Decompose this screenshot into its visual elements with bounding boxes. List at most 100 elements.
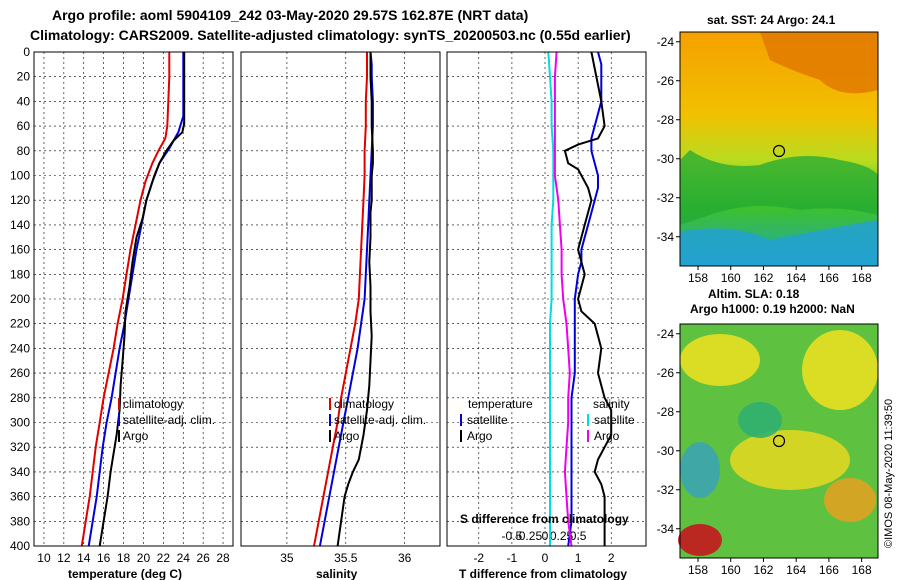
- x-top-tick-label: -0.5: [502, 529, 523, 543]
- sst-map-title: sat. SST: 24 Argo: 24.1: [707, 13, 836, 27]
- y-tick-label: 20: [17, 70, 31, 84]
- sst-green-band: [680, 150, 878, 225]
- series-line-argo: [98, 52, 186, 547]
- legend-label-satellite: satellite-adj. clim.: [123, 413, 215, 427]
- y-tick-label: 200: [10, 292, 30, 306]
- legend-label-tdiff-argo: Argo: [467, 429, 493, 443]
- legend-label-tdiff-satellite: satellite: [467, 413, 508, 427]
- map-x-tick-label: 164: [786, 271, 806, 285]
- sdiff-xlabel: S difference from climatology: [460, 512, 629, 526]
- sst-cool-patch: [680, 220, 878, 266]
- series-line-climatology: [313, 52, 368, 547]
- y-tick-label: 160: [10, 243, 30, 257]
- sst-map-axes: -24 -26 -28 -30 -32 -34 158 160 162 164 166 168: [657, 35, 872, 285]
- sst-warm-patch: [760, 32, 878, 94]
- sla-map: [678, 323, 879, 559]
- series-line-satellite-adj-clim-: [87, 52, 185, 547]
- y-tick-label: 180: [10, 267, 30, 281]
- salinity-xlabel: salinity: [316, 567, 358, 580]
- sla-map-title-line2: Argo h1000: 0.19 h2000: NaN: [690, 302, 855, 316]
- plot-border: [33, 51, 234, 547]
- map-y-tick-label: -32: [657, 191, 675, 205]
- map-y-tick-label: -30: [657, 444, 675, 458]
- map-y-tick-label: -28: [657, 405, 675, 419]
- map-y-tick-label: -34: [657, 230, 675, 244]
- legend-label-climatology: climatology: [123, 397, 183, 411]
- temperature-panel: 10 12 14 16 18 20 22 24 26 2802040608010012014016…: [10, 45, 234, 565]
- y-tick-label: 360: [10, 490, 30, 504]
- legend-label-climatology: climatology: [334, 397, 394, 411]
- x-tick-label: 35: [280, 551, 294, 565]
- series-line-argo: [336, 52, 374, 547]
- x-tick-label: 0: [542, 551, 549, 565]
- sla-blob: [738, 402, 782, 438]
- y-tick-label: 220: [10, 317, 30, 331]
- y-tick-label: 60: [17, 119, 31, 133]
- map-x-tick-label: 160: [721, 271, 741, 285]
- difference-plot-frame: [446, 51, 647, 547]
- sla-blob: [680, 442, 720, 498]
- legend-title-salinity: salinity: [593, 397, 630, 411]
- y-tick-label: 300: [10, 416, 30, 430]
- map-y-tick-label: -24: [657, 35, 675, 49]
- sla-blob: [678, 524, 722, 556]
- map-y-tick-label: -28: [657, 113, 675, 127]
- sla-blob: [802, 330, 878, 410]
- sla-argo-location-marker: [772, 434, 786, 448]
- y-tick-label: 120: [10, 193, 30, 207]
- map-y-tick-label: -26: [657, 366, 675, 380]
- y-tick-label: 0: [23, 45, 30, 59]
- x-tick-label: -1: [507, 551, 518, 565]
- plot-border: [446, 51, 647, 547]
- x-tick-label: 16: [97, 551, 111, 565]
- copyright-text: ©IMOS 08-May-2020 11:39:50: [883, 399, 895, 548]
- x-tick-label: 12: [57, 551, 71, 565]
- sst-map: [679, 31, 879, 267]
- map-y-tick-label: -32: [657, 483, 675, 497]
- map-x-tick-label: 158: [688, 563, 708, 577]
- figure-title-line2: Climatology: CARS2009. Satellite-adjuste…: [30, 27, 631, 43]
- map-x-tick-label: 168: [852, 271, 872, 285]
- legend-label-sdiff-satellite: satellite: [594, 413, 635, 427]
- y-tick-label: 100: [10, 169, 30, 183]
- map-x-tick-label: 162: [753, 563, 773, 577]
- legend-label-sdiff-argo: Argo: [594, 429, 620, 443]
- sla-blob: [730, 430, 850, 490]
- sla-map-axes: -24 -26 -28 -30 -32 -34 158 160 162 164 166 168: [657, 327, 872, 577]
- x-tick-label: 35.5: [334, 551, 358, 565]
- map-x-tick-label: 158: [688, 271, 708, 285]
- tdiff-xlabel: T difference from climatology: [459, 567, 627, 580]
- sst-argo-location-marker: [772, 144, 786, 158]
- y-tick-label: 380: [10, 514, 30, 528]
- x-tick-label: 18: [117, 551, 131, 565]
- x-top-tick-label: 0: [542, 529, 549, 543]
- map-x-tick-label: 166: [819, 271, 839, 285]
- sla-map-title-line1: Altim. SLA: 0.18: [708, 287, 800, 301]
- map-y-tick-label: -24: [657, 327, 675, 341]
- sst-map-frame: [679, 31, 879, 267]
- x-top-tick-label: 0.25: [550, 529, 574, 543]
- difference-legend: temperature satellite Argo salinity sate…: [460, 397, 635, 443]
- x-tick-label: 28: [216, 551, 230, 565]
- x-tick-label: 2: [608, 551, 615, 565]
- sla-map-frame: [679, 323, 879, 559]
- map-y-tick-label: -34: [657, 522, 675, 536]
- map-y-tick-label: -30: [657, 152, 675, 166]
- series-line-s-diff-satellite: [547, 51, 555, 546]
- y-tick-label: 40: [17, 94, 31, 108]
- y-tick-label: 80: [17, 144, 31, 158]
- map-x-tick-label: 160: [721, 563, 741, 577]
- salinity-legend: climatology satellite-adj. clim. Argo: [329, 397, 426, 443]
- map-y-tick-label: -26: [657, 74, 675, 88]
- x-tick-label: 22: [157, 551, 171, 565]
- legend-label-argo: Argo: [334, 429, 360, 443]
- figure-title-line1: Argo profile: aoml 5904109_242 03-May-20…: [52, 7, 528, 23]
- temperature-xlabel: temperature (deg C): [68, 567, 182, 580]
- x-top-tick-label: 0.5: [570, 529, 587, 543]
- series-line-t-diff-argo: [563, 51, 613, 546]
- temperature-legend: climatology satellite-adj. clim. Argo: [118, 397, 215, 443]
- x-top-tick-label: -0.25: [515, 529, 543, 543]
- series-line-t-diff-satellite: [567, 51, 603, 547]
- plot-border: [240, 51, 441, 547]
